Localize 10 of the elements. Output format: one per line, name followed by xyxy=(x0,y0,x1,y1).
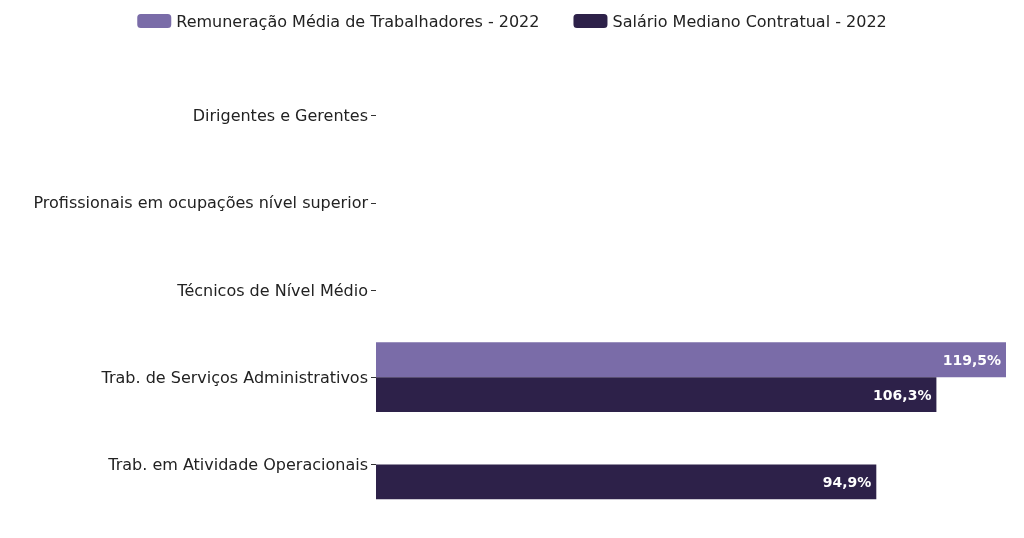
data-label: 106,3% xyxy=(873,386,932,403)
y-tick-label: Dirigentes e Gerentes xyxy=(192,106,368,126)
data-label: 119,5% xyxy=(942,351,1001,368)
legend-label: Salário Mediano Contratual - 2022 xyxy=(612,11,887,31)
legend-label: Remuneração Média de Trabalhadores - 2022 xyxy=(176,11,540,31)
data-label: 94,9% xyxy=(822,473,872,490)
y-tick-label: Profissionais em ocupações nível superior xyxy=(33,193,369,213)
y-tick-label: Trab. em Atividade Operacionais xyxy=(107,454,368,474)
y-tick-label: Trab. de Serviços Administrativos xyxy=(100,367,368,387)
y-tick-label: Técnicos de Nível Médio xyxy=(176,280,368,300)
